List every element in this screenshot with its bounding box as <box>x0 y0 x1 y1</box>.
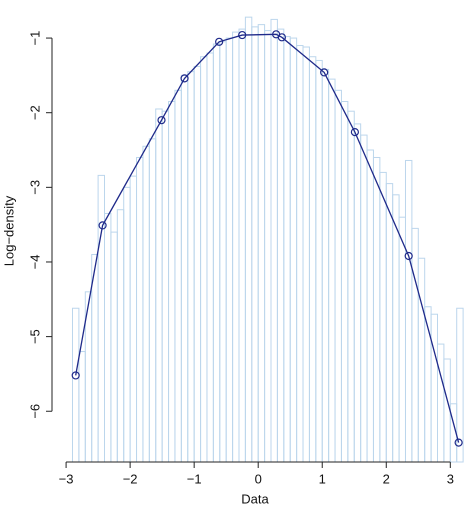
histogram-bar <box>142 145 150 463</box>
histogram-bar <box>136 156 144 463</box>
histogram-bar <box>232 31 240 463</box>
histogram-bar <box>180 74 189 463</box>
histogram-bar <box>238 28 246 463</box>
x-tick-label: 0 <box>255 471 262 486</box>
histogram-bar <box>123 186 131 463</box>
histogram-bar <box>360 134 368 463</box>
histogram-bar <box>91 254 99 463</box>
histogram-bar <box>244 16 253 463</box>
histogram-bar <box>321 68 330 463</box>
histogram-bar <box>308 56 317 463</box>
density-point <box>71 371 80 380</box>
histogram-bar <box>97 174 106 463</box>
histogram-bar <box>315 59 323 463</box>
density-point <box>157 116 166 125</box>
x-axis-title: Data <box>241 491 269 506</box>
histogram-bar <box>411 227 419 463</box>
density-point <box>215 37 224 46</box>
density-point <box>98 221 107 230</box>
histogram-bar <box>219 41 227 463</box>
x-tick-label: 3 <box>447 471 454 486</box>
histogram-bar <box>276 28 285 463</box>
density-point <box>277 33 286 42</box>
histogram-bar <box>353 123 362 463</box>
histogram-bar <box>78 351 86 463</box>
histogram-bar <box>270 18 278 463</box>
histogram-bar <box>347 110 355 463</box>
histogram-bar <box>296 45 304 463</box>
histogram-bar <box>436 343 445 463</box>
histogram-bar <box>129 175 138 463</box>
histogram-bar <box>168 101 176 463</box>
histogram-bar <box>264 30 272 463</box>
histogram-bar <box>225 37 234 463</box>
histogram-bar <box>340 101 349 463</box>
histogram-bar <box>148 138 157 463</box>
density-line <box>75 33 460 443</box>
histogram-bar <box>302 46 310 463</box>
histogram-bar <box>257 24 266 463</box>
histogram-bar <box>110 231 118 463</box>
histogram-bar <box>334 89 342 463</box>
histogram-bar <box>212 43 221 463</box>
x-tick-label: 2 <box>383 471 390 486</box>
histogram-bar <box>385 183 394 463</box>
density-point <box>320 68 329 77</box>
histogram-bar <box>200 56 208 463</box>
histogram-bar <box>283 36 291 463</box>
histogram-bar <box>328 78 336 463</box>
y-tick-label: −3 <box>27 180 42 195</box>
x-tick-label: −3 <box>59 471 74 486</box>
density-point <box>180 74 189 83</box>
histogram-bar <box>193 65 202 463</box>
y-tick-label: −2 <box>27 105 42 120</box>
y-tick-label: −4 <box>27 255 42 270</box>
density-point <box>238 30 247 40</box>
histogram-bar <box>456 307 464 463</box>
histogram-bar <box>443 358 451 463</box>
histogram-bar <box>104 212 112 463</box>
histogram-bar <box>116 209 125 463</box>
histogram-bar <box>174 89 182 463</box>
y-tick-label: −1 <box>27 31 42 46</box>
y-tick-label: −6 <box>27 404 42 419</box>
histogram-bar <box>155 108 163 463</box>
histogram-bar <box>392 194 400 463</box>
histogram-bar <box>289 37 298 463</box>
histogram-bar <box>379 171 387 463</box>
histogram-bar <box>161 110 170 463</box>
histogram-bar <box>417 257 426 463</box>
x-tick-label: −1 <box>187 471 202 486</box>
histogram-bar <box>206 52 214 463</box>
density-point <box>350 128 359 137</box>
y-tick-label: −5 <box>27 329 42 344</box>
x-tick-label: −2 <box>123 471 138 486</box>
histogram-bar <box>430 313 438 463</box>
histogram-bar <box>366 149 374 463</box>
x-tick-label: 1 <box>319 471 326 486</box>
density-point <box>454 438 463 447</box>
histogram-bar <box>187 71 195 463</box>
histogram-bar <box>398 216 406 463</box>
histogram-bar <box>71 307 80 463</box>
density-point <box>404 251 413 261</box>
histogram-bar <box>251 26 259 463</box>
histogram-bar <box>404 159 413 463</box>
y-axis-title: Log−density <box>1 195 16 266</box>
histogram-bar <box>372 156 381 463</box>
